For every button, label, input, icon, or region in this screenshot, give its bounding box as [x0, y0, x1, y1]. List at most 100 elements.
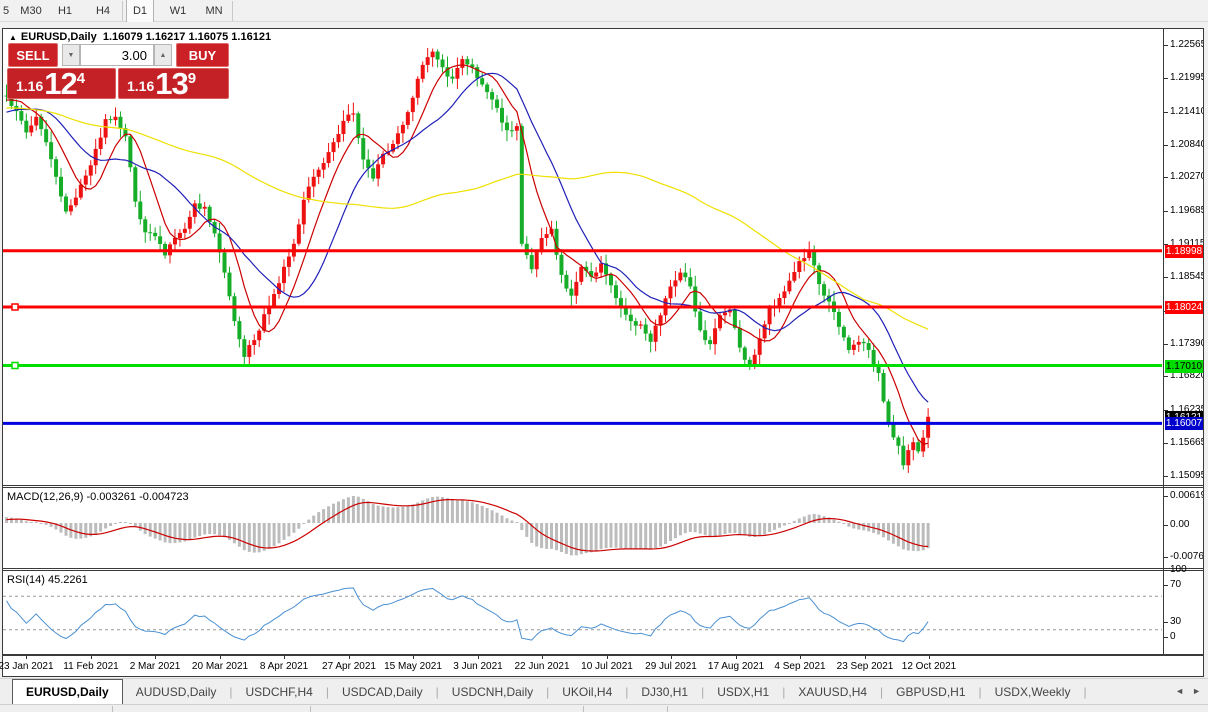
date-tick	[800, 656, 801, 659]
axis-tick	[1164, 277, 1168, 278]
price-axis-label: 1.20840	[1170, 139, 1203, 150]
chart-tab-usdcad-daily[interactable]: USDCAD,Daily	[341, 685, 423, 699]
axis-tick	[1164, 211, 1168, 212]
statusbar-separator	[583, 706, 584, 712]
axis-tick	[1164, 244, 1168, 245]
price-axis-label: 1.22565	[1170, 39, 1203, 50]
date-axis[interactable]: 23 Jan 2021 11 Feb 2021 2 Mar 2021 20 Mar 2…	[0, 655, 1203, 676]
price-axis-label: 1.19115	[1170, 238, 1203, 249]
volume-increase-button[interactable]: ▲	[154, 44, 172, 66]
macd-axis-label: -0.007621	[1170, 551, 1203, 562]
toolbar-separator	[232, 1, 233, 21]
date-axis-label: 22 Jun 2021	[514, 661, 570, 672]
timeframe-button-w1[interactable]: W1	[169, 5, 187, 17]
chart-tab-bar: EURUSD,Daily AUDUSD,Daily | USDCHF,H4 | USDCA…	[0, 678, 1208, 704]
tab-scroll-right-icon[interactable]: ►	[1192, 686, 1201, 696]
rsi-chart	[3, 587, 1162, 643]
tab-separator: |	[978, 685, 982, 699]
date-axis-label: 8 Apr 2021	[259, 661, 309, 672]
tab-separator: |	[880, 685, 884, 699]
tab-separator: |	[625, 685, 629, 699]
date-tick	[91, 656, 92, 659]
tab-separator: |	[546, 685, 550, 699]
date-tick	[284, 656, 285, 659]
rsi-axis-label: 100	[1170, 564, 1187, 575]
macd-axis-label: 0.00	[1170, 519, 1190, 530]
sell-price-sup: 4	[76, 70, 86, 87]
macd-chart	[5, 496, 930, 556]
date-axis-label: 27 Apr 2021	[322, 661, 376, 672]
date-tick	[929, 656, 930, 659]
tab-separator: |	[435, 685, 439, 699]
chart-tab-usdcnh-daily[interactable]: USDCNH,Daily	[451, 685, 534, 699]
timeframe-toolbar: 5 M30 H1 H4 D1 W1 MN	[0, 0, 1208, 22]
timeframe-button-h1[interactable]: H1	[57, 5, 73, 17]
volume-decrease-button[interactable]: ▼	[62, 44, 80, 66]
chart-tab-audusd-daily[interactable]: AUDUSD,Daily	[135, 685, 217, 699]
timeframe-button-mn[interactable]: MN	[205, 5, 223, 17]
collapse-triangle-icon[interactable]: ▲	[9, 33, 17, 42]
date-axis-label: 3 Jun 2021	[453, 661, 503, 672]
axis-tick	[1164, 637, 1168, 638]
volume-input[interactable]: 3.00	[80, 44, 154, 66]
ohlc-values: 1.16079 1.16217 1.16075 1.16121	[102, 31, 272, 43]
chart-tab-usdchf-h4[interactable]: USDCHF,H4	[245, 685, 313, 699]
chart-tab-dj30-h1[interactable]: DJ30,H1	[641, 685, 689, 699]
axis-tick	[1164, 557, 1168, 558]
macd-label: MACD(12,26,9) -0.003261 -0.004723	[7, 491, 189, 503]
tab-separator: |	[782, 685, 786, 699]
macd-histogram	[5, 496, 930, 556]
axis-tick	[1164, 443, 1168, 444]
chart-tab-eurusd-daily[interactable]: EURUSD,Daily	[12, 679, 123, 704]
sell-button[interactable]: SELL	[8, 43, 58, 67]
axis-tick	[1164, 585, 1168, 586]
axis-tick	[1164, 525, 1168, 526]
buy-price-big: 13	[155, 68, 188, 99]
chart-tab-ukoil-h4[interactable]: UKOil,H4	[562, 685, 613, 699]
macd-axis-label: 0.006193	[1170, 490, 1203, 501]
date-axis-label: 29 Jul 2021	[645, 661, 697, 672]
candlestick-chart[interactable]	[3, 29, 1162, 484]
tab-separator: |	[701, 685, 705, 699]
axis-tick	[1164, 145, 1168, 146]
timeframe-button-h4[interactable]: H4	[95, 5, 111, 17]
date-tick	[671, 656, 672, 659]
timeframe-button-m30[interactable]: M30	[20, 5, 42, 17]
tab-scroll-left-icon[interactable]: ◄	[1175, 686, 1185, 696]
axis-tick	[1164, 496, 1168, 497]
tab-separator: |	[325, 685, 329, 699]
date-tick	[220, 656, 221, 659]
resistance-level-badge: 1.18998	[1165, 245, 1203, 258]
chart-tab-usdx-h1[interactable]: USDX,H1	[717, 685, 770, 699]
buy-button[interactable]: BUY	[176, 43, 229, 67]
date-tick	[413, 656, 414, 659]
chart-tab-usdx-weekly[interactable]: USDX,Weekly	[994, 685, 1071, 699]
price-axis-label: 1.16820	[1170, 370, 1203, 381]
rsi-indicator-pane[interactable]: RSI(14) 45.2261	[3, 570, 1203, 655]
date-tick	[478, 656, 479, 659]
axis-tick	[1164, 410, 1168, 411]
date-tick	[607, 656, 608, 659]
one-click-trading-widget: SELL ▼ 3.00 ▲ BUY 1.16124 1.16139	[7, 43, 229, 99]
horizontal-level-lines[interactable]	[3, 249, 1162, 425]
tab-separator: |	[1083, 685, 1087, 699]
chart-title: ▲ EURUSD,Daily 1.16079 1.16217 1.16075 1.…	[9, 31, 271, 43]
price-axis-label: 1.15665	[1170, 437, 1203, 448]
sell-price-display[interactable]: 1.16124	[7, 68, 116, 99]
chart-tab-xauusd-h4[interactable]: XAUUSD,H4	[798, 685, 868, 699]
price-axis-label: 1.21995	[1170, 72, 1203, 83]
main-chart-pane[interactable]: ▲ EURUSD,Daily 1.16079 1.16217 1.16075 1.…	[3, 29, 1203, 486]
rsi-line	[6, 587, 929, 643]
chart-tab-gbpusd-h1[interactable]: GBPUSD,H1	[896, 685, 966, 699]
statusbar-separator	[112, 706, 113, 712]
date-axis-label: 23 Sep 2021	[836, 661, 894, 672]
buy-price-display[interactable]: 1.16139	[118, 68, 229, 99]
timeframe-button-5[interactable]: 5	[2, 5, 10, 17]
date-axis-label: 4 Sep 2021	[774, 661, 826, 672]
timeframe-button-d1[interactable]: D1	[126, 0, 154, 22]
axis-tick	[1164, 112, 1168, 113]
date-axis-label: 2 Mar 2021	[129, 661, 181, 672]
date-tick	[865, 656, 866, 659]
sell-price-big: 12	[44, 68, 77, 99]
macd-indicator-pane[interactable]: MACD(12,26,9) -0.003261 -0.004723	[3, 487, 1203, 569]
